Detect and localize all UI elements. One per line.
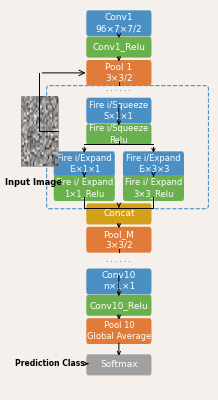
FancyBboxPatch shape [123, 175, 184, 201]
FancyBboxPatch shape [86, 124, 152, 145]
Text: Fire i/Squeeze
S×1×1: Fire i/Squeeze S×1×1 [89, 100, 148, 121]
Text: · · · · · ·: · · · · · · [107, 258, 131, 264]
Bar [21, 97, 58, 166]
Text: · · · · · ·: · · · · · · [107, 88, 131, 94]
Text: Conv10
n×1×1: Conv10 n×1×1 [102, 271, 136, 292]
FancyBboxPatch shape [86, 36, 152, 58]
FancyBboxPatch shape [86, 227, 152, 253]
FancyBboxPatch shape [86, 60, 152, 86]
Text: Fire i/Squeeze
Relu: Fire i/Squeeze Relu [89, 124, 148, 144]
FancyBboxPatch shape [54, 151, 115, 177]
Text: Fire i/Expand
Eᵢ×1×1: Fire i/Expand Eᵢ×1×1 [57, 154, 112, 174]
FancyBboxPatch shape [86, 318, 152, 344]
Text: Conv1
96×7×7/2: Conv1 96×7×7/2 [95, 13, 142, 33]
Text: Conv10_Relu: Conv10_Relu [90, 301, 148, 310]
FancyBboxPatch shape [86, 98, 152, 124]
FancyBboxPatch shape [54, 175, 115, 201]
FancyBboxPatch shape [86, 268, 152, 294]
Text: Input Image: Input Image [5, 178, 62, 187]
Text: Fire i/ Expand
1×1_Relu: Fire i/ Expand 1×1_Relu [56, 178, 113, 198]
FancyBboxPatch shape [86, 295, 152, 316]
FancyBboxPatch shape [86, 10, 152, 36]
Text: Prediction Class: Prediction Class [15, 359, 88, 368]
Text: Fire i/ Expand
3×3_Relu: Fire i/ Expand 3×3_Relu [125, 178, 182, 198]
Text: Pool 10
Global Average: Pool 10 Global Average [87, 321, 151, 341]
FancyBboxPatch shape [86, 354, 152, 375]
Text: Pool_M
3×3/2: Pool_M 3×3/2 [103, 230, 134, 250]
Text: Fire i/Expand
Eᵢ×3×3: Fire i/Expand Eᵢ×3×3 [126, 154, 181, 174]
Text: Conv1_Relu: Conv1_Relu [92, 42, 145, 52]
FancyBboxPatch shape [86, 203, 152, 224]
Text: Pool 1
3×3/2: Pool 1 3×3/2 [105, 63, 133, 83]
Text: Softmax: Softmax [100, 360, 138, 369]
Text: Concat: Concat [103, 210, 135, 218]
FancyBboxPatch shape [123, 151, 184, 177]
